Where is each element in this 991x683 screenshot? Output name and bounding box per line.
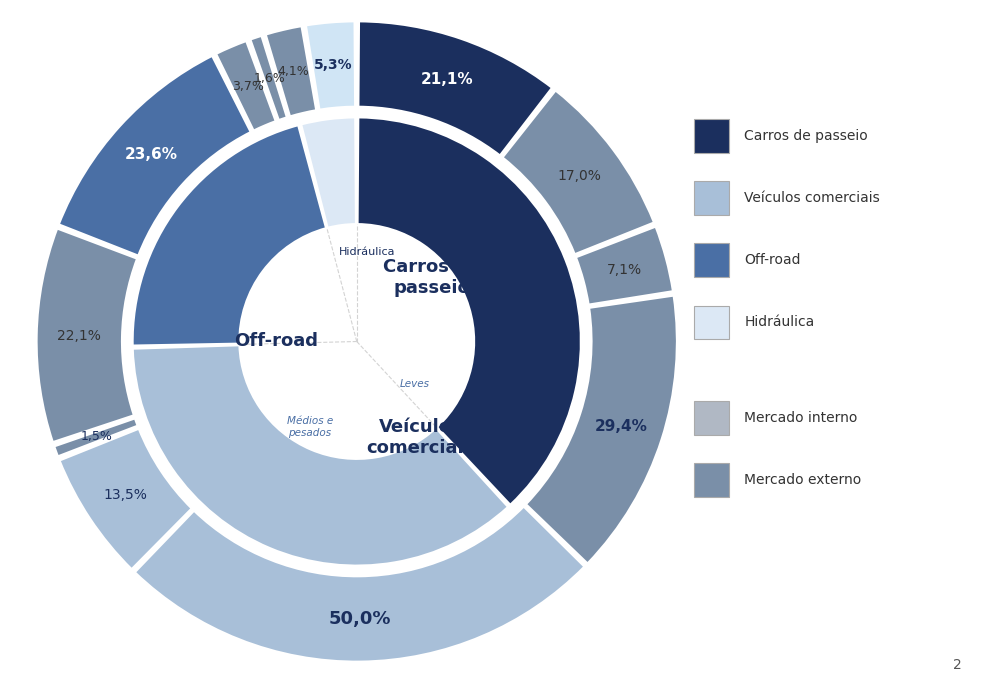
Wedge shape — [306, 21, 355, 110]
Wedge shape — [133, 346, 508, 566]
Wedge shape — [55, 419, 138, 456]
Text: Carros de passeio: Carros de passeio — [744, 129, 868, 143]
Text: Off-road: Off-road — [234, 333, 318, 350]
Wedge shape — [37, 229, 137, 442]
Text: 17,0%: 17,0% — [557, 169, 602, 182]
Text: Carros de
passeio: Carros de passeio — [383, 258, 480, 297]
Text: 1,5%: 1,5% — [80, 430, 112, 443]
FancyBboxPatch shape — [694, 182, 729, 214]
Text: 5,3%: 5,3% — [314, 58, 353, 72]
Text: 1,6%: 1,6% — [254, 72, 285, 85]
Wedge shape — [359, 21, 552, 156]
Text: Mercado externo: Mercado externo — [744, 473, 861, 487]
Text: Veículos comerciais: Veículos comerciais — [744, 191, 880, 205]
Text: 22,1%: 22,1% — [57, 329, 101, 343]
Wedge shape — [135, 507, 585, 662]
Text: 4,1%: 4,1% — [277, 65, 309, 78]
FancyBboxPatch shape — [694, 401, 729, 434]
Wedge shape — [266, 26, 316, 116]
Text: 3,7%: 3,7% — [232, 80, 264, 93]
FancyBboxPatch shape — [694, 463, 729, 497]
Text: 7,1%: 7,1% — [607, 262, 642, 277]
FancyBboxPatch shape — [694, 306, 729, 339]
Text: Leves: Leves — [399, 379, 429, 389]
Text: Mercado interno: Mercado interno — [744, 411, 857, 425]
Text: 50,0%: 50,0% — [329, 610, 391, 628]
Text: 21,1%: 21,1% — [421, 72, 474, 87]
Text: 13,5%: 13,5% — [104, 488, 148, 502]
Text: 29,4%: 29,4% — [595, 419, 647, 434]
Wedge shape — [58, 56, 251, 255]
Text: 23,6%: 23,6% — [125, 148, 178, 163]
Wedge shape — [216, 41, 275, 130]
Wedge shape — [133, 125, 326, 346]
Wedge shape — [59, 429, 191, 569]
FancyBboxPatch shape — [694, 244, 729, 277]
FancyBboxPatch shape — [694, 119, 729, 152]
Text: Veículos
comerciais: Veículos comerciais — [367, 418, 475, 457]
Text: Hidráulica: Hidráulica — [339, 247, 395, 257]
Wedge shape — [251, 36, 286, 120]
Wedge shape — [526, 296, 677, 563]
Wedge shape — [358, 117, 581, 505]
Wedge shape — [301, 117, 356, 227]
Text: 2: 2 — [952, 658, 961, 672]
Text: Off-road: Off-road — [744, 253, 801, 267]
Text: Hidráulica: Hidráulica — [744, 316, 815, 329]
Wedge shape — [576, 227, 673, 305]
Wedge shape — [502, 91, 654, 254]
Text: Médios e
pesados: Médios e pesados — [286, 416, 333, 438]
